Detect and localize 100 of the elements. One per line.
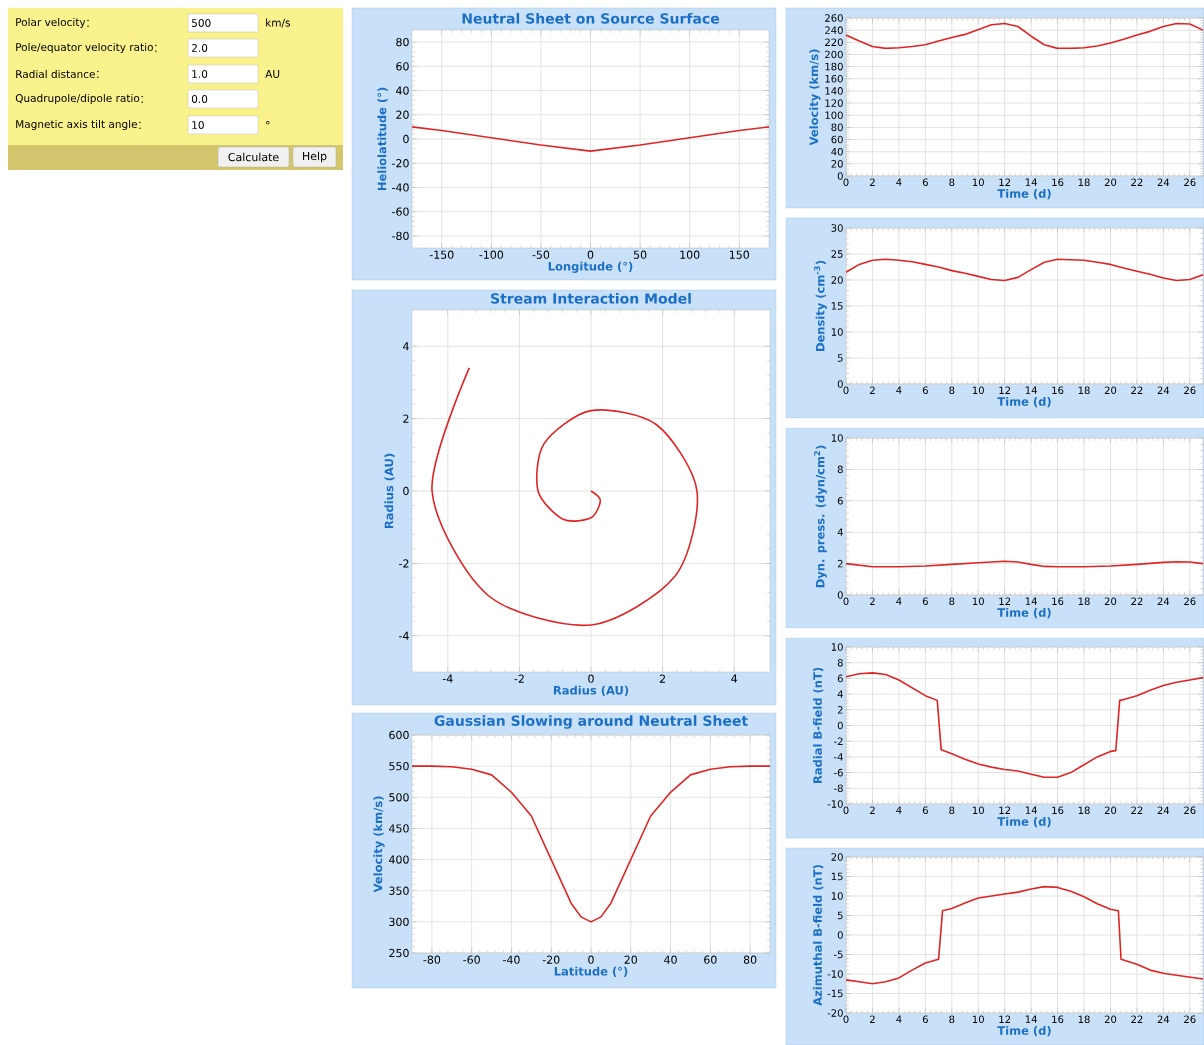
x-tick-label: 12: [999, 386, 1011, 394]
y-tick-label: -10: [827, 800, 843, 808]
y-axis-title: Density (cm$^{-3}$): [814, 260, 827, 351]
y-tick-label: 0: [837, 721, 843, 730]
x-tick-label: -80: [423, 955, 441, 964]
y-tick-label: 240: [825, 26, 843, 34]
x-tick-label: 22: [1131, 597, 1143, 605]
chart-title: Gaussian Slowing around Neutral Sheet: [434, 715, 748, 729]
x-tick-label: -2: [514, 674, 524, 683]
y-tick-label: 220: [825, 38, 843, 47]
x-tick-label: 20: [1104, 386, 1117, 395]
y-tick-label: 0: [403, 134, 409, 144]
text: 0.0: [191, 95, 208, 103]
y-tick-label: 40: [396, 86, 409, 95]
y-tick-label: 200: [825, 50, 843, 59]
y-axis-title: Azimuthal B-field (nT): [813, 865, 824, 1006]
x-tick-label: 8: [949, 597, 955, 606]
y-tick-label: 40: [831, 147, 843, 156]
y-tick-label: 25: [831, 250, 843, 258]
x-tick-label: -20: [542, 955, 560, 964]
x-tick-label: 10: [972, 1015, 984, 1024]
x-tick-label: 100: [680, 250, 700, 259]
x-tick-label: 22: [1131, 178, 1143, 186]
y-tick-label: -5: [833, 950, 843, 959]
y-tick-label: -20: [392, 159, 409, 168]
category-label: Magnetic axis tilt angle: [16, 119, 137, 131]
x-tick-label: 26: [1184, 386, 1196, 395]
x-tick-label: 18: [1078, 597, 1090, 606]
y-tick-label: 2: [837, 706, 843, 714]
x-tick-label: 26: [1184, 178, 1196, 187]
text: 10: [192, 121, 204, 129]
x-tick-label: 18: [1078, 178, 1090, 187]
x-tick-label: 2: [870, 597, 875, 605]
x-tick-label: 20: [1104, 806, 1117, 815]
y-axis-title: Dyn. press. (dyn/cm$^{2}$): [814, 445, 827, 588]
y-tick-label: 0: [837, 172, 843, 180]
y-tick-label: 160: [825, 74, 843, 83]
y-tick-label: 5: [837, 354, 843, 362]
x-tick-label: 18: [1078, 806, 1090, 815]
y-tick-label: 2: [403, 414, 409, 423]
y-tick-label: -6: [833, 768, 843, 777]
x-tick-label: 0: [843, 1015, 849, 1024]
text: km/s: [266, 18, 291, 28]
x-tick-label: -40: [503, 955, 520, 964]
x-tick-label: -60: [463, 955, 480, 964]
x-tick-label: 4: [896, 806, 902, 814]
x-tick-label: 18: [1078, 386, 1090, 395]
x-tick-label: -150: [429, 250, 454, 259]
x-tick-label: 80: [743, 955, 757, 964]
x-tick-label: 24: [1157, 806, 1170, 814]
x-tick-label: 4: [896, 597, 902, 605]
y-tick-label: 4: [837, 528, 843, 536]
x-tick-label: 24: [1157, 386, 1170, 394]
x-tick-label: 16: [1052, 178, 1064, 187]
x-tick-label: 2: [870, 806, 875, 814]
y-tick-label: 10: [831, 328, 843, 336]
x-tick-label: 22: [1131, 386, 1143, 394]
y-tick-label: 15: [831, 302, 843, 310]
x-axis-title: Time (d): [997, 188, 1051, 200]
y-tick-label: 80: [831, 123, 843, 132]
y-tick-label: 0: [837, 591, 843, 599]
x-tick-label: 6: [922, 597, 928, 606]
x-tick-label: 8: [949, 386, 955, 395]
y-tick-label: -60: [392, 207, 409, 216]
y-tick-label: -15: [827, 989, 843, 998]
x-axis-title: Time (d): [997, 396, 1051, 408]
x-tick-label: 22: [1131, 1015, 1143, 1023]
x-tick-label: 26: [1184, 1015, 1196, 1024]
x-tick-label: 20: [1104, 1015, 1117, 1024]
x-tick-label: 20: [624, 955, 638, 964]
y-tick-label: 20: [831, 276, 843, 284]
x-tick-label: 20: [1104, 597, 1117, 606]
x-tick-label: 2: [870, 178, 875, 186]
x-tick-label: 14: [1025, 178, 1037, 186]
x-tick-label: 26: [1184, 806, 1196, 815]
x-tick-label: 24: [1157, 178, 1170, 186]
y-tick-label: 2: [837, 559, 843, 568]
y-tick-label: 100: [825, 111, 843, 119]
y-tick-label: 0: [837, 931, 843, 939]
y-tick-label: 600: [389, 730, 409, 740]
category-label: Pole/equator velocity ratio: [16, 42, 153, 54]
x-tick-label: 50: [633, 250, 647, 259]
x-tick-label: 4: [731, 674, 738, 683]
y-tick-label: -2: [833, 737, 843, 745]
y-tick-label: 6: [837, 497, 843, 505]
y-tick-label: 80: [396, 37, 409, 47]
text: 1.0: [192, 70, 208, 78]
y-tick-label: 15: [831, 872, 843, 881]
y-tick-label: 20: [396, 110, 409, 119]
y-tick-label: 60: [831, 135, 843, 144]
y-tick-label: 60: [396, 62, 409, 71]
y-tick-label: 20: [831, 853, 843, 861]
x-tick-label: 12: [999, 597, 1011, 605]
y-tick-label: 4: [837, 690, 843, 698]
y-tick-label: 30: [831, 224, 843, 232]
x-tick-label: 16: [1052, 1015, 1064, 1024]
y-tick-label: 300: [389, 917, 409, 927]
y-tick-label: 10: [831, 643, 843, 651]
x-tick-label: 6: [922, 178, 928, 187]
y-axis-title: Radial B-field (nT): [813, 667, 824, 783]
